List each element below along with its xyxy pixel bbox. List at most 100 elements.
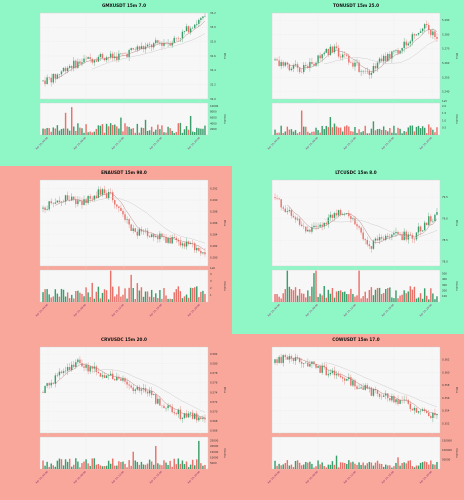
volume-bar bbox=[120, 117, 122, 135]
volume-bar bbox=[300, 293, 303, 302]
volume-tick-label: 0.5 bbox=[442, 126, 446, 130]
candle-body bbox=[194, 243, 196, 251]
candle-body bbox=[341, 54, 344, 58]
candle-body bbox=[385, 55, 387, 62]
volume-bar bbox=[171, 466, 173, 469]
volume-bar bbox=[198, 297, 200, 302]
moving-average-fast bbox=[55, 192, 206, 251]
volume-bar bbox=[87, 132, 89, 135]
volume-bar bbox=[393, 466, 395, 469]
candle-body bbox=[370, 387, 373, 396]
candle-body bbox=[399, 399, 401, 404]
volume-bar bbox=[204, 125, 206, 135]
volume-bar bbox=[185, 294, 188, 302]
volume-bar bbox=[434, 299, 436, 302]
time-tick-label: Apr 10, 20:00 bbox=[419, 136, 433, 150]
candle-body bbox=[303, 363, 305, 364]
volume-bar bbox=[311, 131, 313, 135]
volume-bar bbox=[126, 298, 128, 302]
volume-bar bbox=[169, 460, 171, 469]
volume-bar bbox=[380, 463, 383, 469]
candle-body bbox=[171, 406, 173, 413]
volume-bar bbox=[389, 287, 391, 302]
candle-body bbox=[138, 46, 141, 50]
candle-body bbox=[370, 73, 373, 75]
volume-bar bbox=[118, 128, 120, 135]
moving-average-slow bbox=[92, 197, 206, 244]
volume-bar bbox=[284, 463, 286, 469]
volume-bar bbox=[75, 458, 77, 469]
volume-bar bbox=[339, 462, 342, 469]
volume-bar bbox=[341, 292, 344, 302]
candle-body bbox=[344, 378, 346, 381]
candle-body bbox=[116, 204, 118, 207]
volume-bar bbox=[187, 297, 190, 302]
moving-average-slow bbox=[92, 33, 206, 70]
volume-bar bbox=[337, 290, 340, 302]
candlestick-chart: ENAUSDT 15m 98.0 0.280 0.282 0.284 0.286 0.28… bbox=[35, 170, 227, 317]
volume-bar bbox=[399, 465, 401, 469]
volume-bar bbox=[60, 288, 63, 302]
volume-bar bbox=[64, 296, 67, 302]
volume-bar bbox=[409, 460, 412, 469]
candle-body bbox=[89, 366, 91, 372]
candle-body bbox=[89, 196, 91, 199]
candle-body bbox=[134, 228, 136, 232]
volume-bar bbox=[395, 133, 397, 135]
volume-tick-label: 1 bbox=[210, 293, 212, 297]
volume-bar bbox=[423, 127, 426, 135]
candle-body bbox=[42, 207, 44, 209]
time-tick-label: Apr 10, 12:00 bbox=[111, 470, 125, 484]
volume-bar bbox=[79, 127, 81, 135]
candle-body bbox=[315, 62, 317, 66]
price-tick-label: 79.5 bbox=[442, 195, 448, 199]
candle-body bbox=[364, 385, 366, 390]
candle-body bbox=[204, 252, 206, 255]
candle-body bbox=[374, 238, 377, 241]
candle-body bbox=[157, 398, 159, 404]
candle-body bbox=[364, 239, 366, 241]
candle-body bbox=[81, 201, 83, 205]
candle-body bbox=[313, 361, 315, 364]
volume-bar bbox=[157, 298, 159, 302]
candle-body bbox=[305, 64, 307, 66]
volume-bar bbox=[177, 458, 180, 469]
time-tick-label: Apr 10, 20:00 bbox=[187, 470, 201, 484]
volume-bar bbox=[81, 463, 83, 469]
candle-body bbox=[136, 46, 139, 50]
volume-bar bbox=[191, 288, 194, 302]
candle-body bbox=[73, 196, 75, 200]
volume-bar bbox=[327, 464, 330, 469]
volume-bar bbox=[60, 459, 63, 469]
volume-bar bbox=[200, 291, 202, 302]
candle-body bbox=[54, 202, 57, 204]
candle-body bbox=[181, 31, 184, 39]
volume-bar bbox=[315, 270, 317, 302]
volume-bar bbox=[101, 466, 104, 469]
volume-bar bbox=[358, 462, 360, 469]
price-tick-label: 0.358 bbox=[442, 383, 450, 387]
volume-bar bbox=[130, 128, 132, 135]
volume-bar bbox=[146, 463, 149, 469]
candle-body bbox=[196, 23, 198, 25]
candle-body bbox=[75, 199, 77, 205]
candle-body bbox=[337, 47, 340, 57]
candle-body bbox=[50, 382, 52, 386]
volume-bar bbox=[97, 286, 100, 302]
candle-body bbox=[62, 371, 65, 373]
candle-body bbox=[286, 211, 289, 212]
time-tick-label: Apr 10, 08:00 bbox=[73, 136, 87, 150]
volume-bar bbox=[124, 288, 126, 302]
candlestick-chart: COWUSDT 15m 17.0 0.352 0.354 0.356 0.358 0.36… bbox=[267, 337, 459, 484]
price-tick-label: 0.578 bbox=[210, 371, 218, 375]
volume-bar bbox=[196, 127, 198, 135]
moving-average-fast bbox=[55, 364, 206, 419]
candle-body bbox=[278, 60, 280, 67]
chart-title: LTCUSDC 15m 8.0 bbox=[335, 170, 376, 175]
volume-bar bbox=[419, 462, 422, 469]
volume-axis-label: Volume bbox=[455, 114, 459, 124]
volume-bar bbox=[77, 123, 79, 135]
volume-bar bbox=[79, 292, 81, 302]
candle-body bbox=[309, 363, 311, 367]
volume-bar bbox=[204, 464, 206, 469]
